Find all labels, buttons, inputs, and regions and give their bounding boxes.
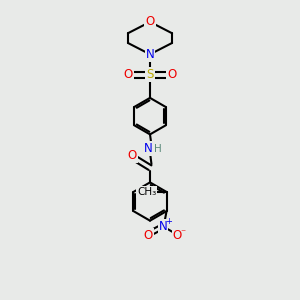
Text: N: N [144, 142, 153, 155]
Text: S: S [146, 68, 154, 81]
Text: N: N [159, 220, 167, 233]
Text: O: O [167, 68, 176, 81]
Text: O: O [128, 149, 137, 162]
Text: CH₃: CH₃ [137, 187, 157, 197]
Text: H: H [154, 144, 162, 154]
Text: ⁻: ⁻ [181, 229, 186, 238]
Text: O: O [144, 229, 153, 242]
Text: O: O [146, 15, 154, 28]
Text: O: O [124, 68, 133, 81]
Text: +: + [165, 218, 172, 226]
Text: O: O [172, 229, 182, 242]
Text: N: N [146, 48, 154, 61]
